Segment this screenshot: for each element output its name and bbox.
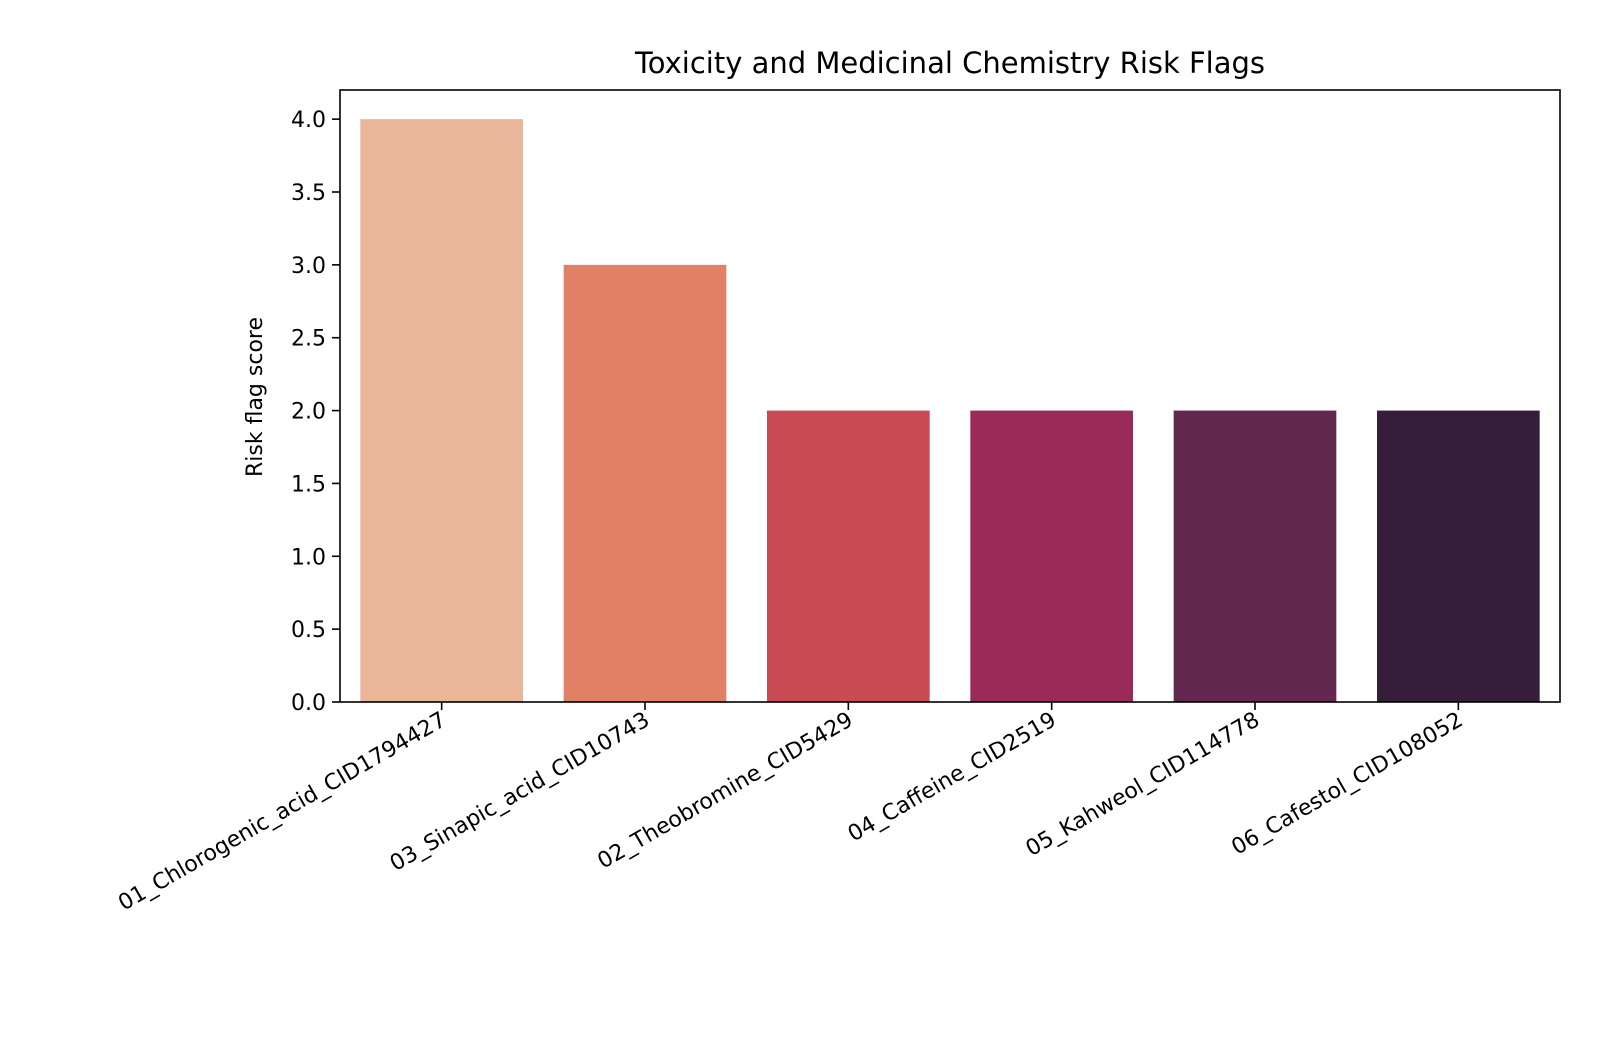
y-tick-label: 4.0 — [291, 108, 326, 133]
y-tick-label: 3.0 — [291, 254, 326, 279]
y-tick-label: 2.5 — [291, 327, 326, 352]
y-axis-label: Risk flag score — [243, 317, 268, 477]
y-tick-label: 0.0 — [291, 691, 326, 716]
bar-6 — [1377, 410, 1540, 702]
y-axis-ticks: 0.0 0.5 1.0 1.5 2.0 2.5 3.0 3.5 4.0 — [291, 108, 340, 716]
y-tick-label: 3.5 — [291, 181, 326, 206]
bar-4 — [970, 410, 1133, 702]
bar-5 — [1173, 410, 1337, 702]
bar-3 — [767, 410, 930, 702]
y-tick-label: 0.5 — [291, 618, 326, 643]
x-axis-ticks: 01_Chlorogenic_acid_CID179442703_Sinapic… — [114, 702, 1467, 916]
bars-group — [360, 119, 1540, 702]
chart-title: Toxicity and Medicinal Chemistry Risk Fl… — [634, 46, 1265, 80]
x-tick-label: 04_Caffeine_CID2519 — [844, 708, 1061, 848]
bar-1 — [360, 119, 523, 702]
x-tick-label: 01_Chlorogenic_acid_CID1794427 — [114, 708, 450, 917]
plot-frame — [339, 89, 1561, 703]
y-tick-label: 1.5 — [291, 472, 326, 497]
bar-2 — [563, 264, 727, 702]
x-tick-label: 06_Cafestol_CID108052 — [1227, 708, 1467, 861]
y-tick-label: 1.0 — [291, 545, 326, 570]
y-tick-label: 2.0 — [291, 400, 326, 425]
